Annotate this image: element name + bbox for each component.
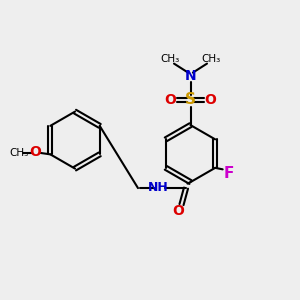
- Text: O: O: [29, 145, 41, 159]
- Text: O: O: [164, 93, 176, 106]
- Text: CH₃: CH₃: [160, 54, 179, 64]
- Text: O: O: [205, 93, 217, 106]
- Text: N: N: [185, 69, 196, 82]
- Text: F: F: [224, 166, 234, 181]
- Text: S: S: [185, 92, 196, 107]
- Text: O: O: [172, 204, 184, 218]
- Text: CH₃: CH₃: [9, 148, 28, 158]
- Text: NH: NH: [148, 181, 169, 194]
- Text: CH₃: CH₃: [202, 54, 221, 64]
